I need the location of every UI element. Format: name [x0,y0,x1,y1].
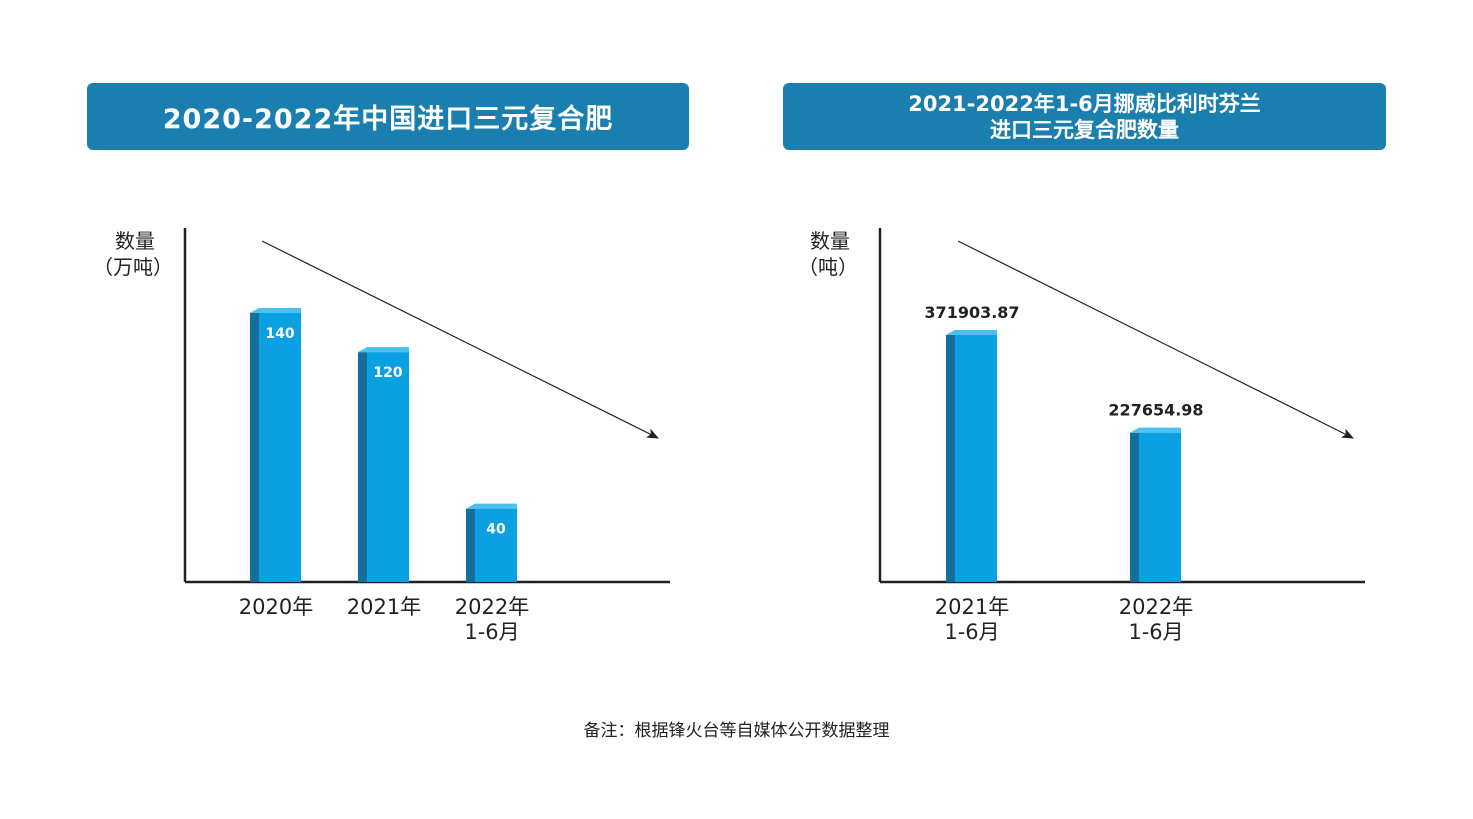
chart1-value-label-1: 120 [373,365,402,381]
chart1-bar-top-face-1 [358,347,409,353]
chart2-category-label-1: 2022年 [1119,595,1193,619]
footnote: 备注：根据锋火台等自媒体公开数据整理 [583,721,890,741]
chart1-bar-1 [367,352,409,582]
chart1-bar-top-face-2 [466,503,517,509]
chart2-bar-top-face-0 [946,330,997,335]
chart1-category-sublabel-2: 1-6月 [464,620,519,644]
chart1-bar-0 [259,313,301,582]
chart2-category-sublabel-1: 1-6月 [1128,620,1183,644]
chart2-bar-side-0 [946,335,955,582]
chart2-value-label-1: 227654.98 [1108,401,1203,420]
chart-title-left-text: 2020-2022年中国进口三元复合肥 [162,104,614,135]
chart2-bar-0 [955,335,997,582]
chart1-bar-side-1 [358,352,367,582]
chart1-ylabel-line2: （万吨） [93,255,173,279]
chart1-bar-side-2 [466,508,475,582]
chart2-ylabel-line2: （吨） [798,255,858,279]
chart1-bar-side-0 [250,313,259,582]
chart-title-right-line1: 2021-2022年1-6月挪威比利时芬兰 [908,91,1261,116]
chart1-category-label-1: 2021年 [347,595,421,619]
chart1-value-label-2: 40 [486,522,506,538]
chart2-ylabel-line1: 数量 [810,229,850,253]
chart2-bar-1 [1139,432,1181,582]
chart1-category-label-0: 2020年 [239,595,313,619]
chart1-ylabel-line1: 数量 [115,229,155,253]
chart-title-left: 2020-2022年中国进口三元复合肥 [87,83,689,150]
chart2-bar-top-face-1 [1130,427,1181,433]
chart2-trend-arrow [957,240,1354,439]
chart1-category-label-2: 2022年 [455,595,529,619]
chart2-category-sublabel-0: 1-6月 [944,620,999,644]
chart-title-right-line2: 进口三元复合肥数量 [990,117,1179,142]
chart1-bar-2 [475,508,517,582]
chart1-bar-top-face-0 [250,308,301,313]
chart2-bar-side-1 [1130,432,1139,582]
chart1-value-label-0: 140 [265,326,294,342]
chart-title-right: 2021-2022年1-6月挪威比利时芬兰 进口三元复合肥数量 [783,83,1386,150]
chart2-category-label-0: 2021年 [935,595,1009,619]
chart2-value-label-0: 371903.87 [924,303,1019,322]
chart1-trend-arrow [261,240,659,439]
